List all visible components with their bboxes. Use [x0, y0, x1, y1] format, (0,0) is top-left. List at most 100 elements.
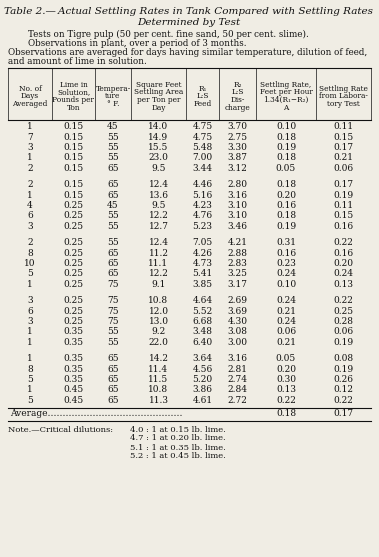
- Text: 65: 65: [107, 164, 119, 173]
- Text: 0.15: 0.15: [334, 212, 354, 221]
- Text: 0.24: 0.24: [276, 296, 296, 305]
- Text: 0.16: 0.16: [276, 248, 296, 257]
- Text: 0.45: 0.45: [63, 385, 84, 394]
- Text: tory Test: tory Test: [327, 100, 360, 108]
- Text: 3.64: 3.64: [193, 354, 213, 363]
- Text: Observations in plant, over a period of 3 months.: Observations in plant, over a period of …: [28, 39, 246, 48]
- Text: 5.1 : 1 at 0.35 lb. lime.: 5.1 : 1 at 0.35 lb. lime.: [130, 443, 226, 452]
- Text: 4: 4: [27, 201, 33, 210]
- Text: 9.1: 9.1: [151, 280, 166, 289]
- Text: Average………………………………………: Average………………………………………: [10, 409, 183, 418]
- Text: 14.0: 14.0: [149, 122, 169, 131]
- Text: 0.35: 0.35: [63, 328, 83, 336]
- Text: 12.2: 12.2: [149, 212, 168, 221]
- Text: Tests on Tigre pulp (50 per cent. fine sand, 50 per cent. slime).: Tests on Tigre pulp (50 per cent. fine s…: [28, 30, 309, 39]
- Text: 2: 2: [27, 180, 33, 189]
- Text: 0.31: 0.31: [276, 238, 296, 247]
- Text: 0.19: 0.19: [276, 143, 296, 152]
- Text: 14.2: 14.2: [149, 354, 169, 363]
- Text: Observations are averaged for days having similar temperature, dilution of feed,: Observations are averaged for days havin…: [8, 48, 367, 57]
- Text: 11.2: 11.2: [149, 248, 169, 257]
- Text: 55: 55: [107, 212, 119, 221]
- Text: 7: 7: [27, 133, 33, 141]
- Text: 11.1: 11.1: [149, 259, 169, 268]
- Text: 0.15: 0.15: [63, 190, 84, 199]
- Text: 0.15: 0.15: [63, 133, 84, 141]
- Text: 0.24: 0.24: [276, 317, 296, 326]
- Text: 13.6: 13.6: [149, 190, 169, 199]
- Text: 3.10: 3.10: [227, 201, 247, 210]
- Text: 4.76: 4.76: [193, 212, 213, 221]
- Text: 13.0: 13.0: [149, 317, 169, 326]
- Text: 2: 2: [27, 238, 33, 247]
- Text: 8: 8: [27, 364, 33, 374]
- Text: 0.15: 0.15: [63, 122, 84, 131]
- Text: 0.15: 0.15: [63, 164, 84, 173]
- Text: 3.85: 3.85: [193, 280, 213, 289]
- Text: 3: 3: [27, 222, 33, 231]
- Text: 3.70: 3.70: [227, 122, 247, 131]
- Text: 5.48: 5.48: [193, 143, 213, 152]
- Text: 0.16: 0.16: [334, 222, 354, 231]
- Text: 1: 1: [27, 328, 33, 336]
- Text: 65: 65: [107, 396, 119, 405]
- Text: 0.25: 0.25: [63, 248, 83, 257]
- Text: charge: charge: [225, 104, 251, 111]
- Text: 2.80: 2.80: [227, 180, 247, 189]
- Text: Lime in: Lime in: [60, 81, 88, 89]
- Text: R₁: R₁: [198, 85, 207, 93]
- Text: 0.19: 0.19: [334, 364, 354, 374]
- Text: 3.16: 3.16: [227, 190, 247, 199]
- Text: 2: 2: [27, 164, 33, 173]
- Text: Table 2.— Actual Settling Rates in Tank Compared with Settling Rates: Table 2.— Actual Settling Rates in Tank …: [5, 7, 373, 16]
- Text: 55: 55: [107, 143, 119, 152]
- Text: 2.88: 2.88: [227, 248, 247, 257]
- Text: 0.06: 0.06: [334, 328, 354, 336]
- Text: Ton: Ton: [67, 104, 80, 111]
- Text: 12.4: 12.4: [149, 238, 169, 247]
- Text: 9.2: 9.2: [151, 328, 166, 336]
- Text: 0.15: 0.15: [334, 133, 354, 141]
- Text: 0.25: 0.25: [63, 238, 83, 247]
- Text: 0.25: 0.25: [63, 306, 83, 315]
- Text: 0.05: 0.05: [276, 354, 296, 363]
- Text: 0.35: 0.35: [63, 364, 83, 374]
- Text: 0.17: 0.17: [334, 409, 354, 418]
- Text: 6: 6: [27, 212, 33, 221]
- Text: 2.75: 2.75: [227, 133, 247, 141]
- Text: 4.46: 4.46: [193, 180, 213, 189]
- Text: 2.72: 2.72: [227, 396, 247, 405]
- Text: Settling Rate,: Settling Rate,: [260, 81, 312, 89]
- Text: 0.20: 0.20: [276, 364, 296, 374]
- Text: 0.25: 0.25: [63, 222, 83, 231]
- Text: 0.22: 0.22: [276, 396, 296, 405]
- Text: 0.25: 0.25: [63, 270, 83, 278]
- Text: 22.0: 22.0: [149, 338, 168, 347]
- Text: 3: 3: [27, 143, 33, 152]
- Text: 55: 55: [107, 133, 119, 141]
- Text: 12.7: 12.7: [149, 222, 169, 231]
- Text: 65: 65: [107, 364, 119, 374]
- Text: 1: 1: [27, 385, 33, 394]
- Text: 3.10: 3.10: [227, 212, 247, 221]
- Text: 14.9: 14.9: [149, 133, 169, 141]
- Text: Settling Area: Settling Area: [134, 89, 183, 96]
- Text: 65: 65: [107, 248, 119, 257]
- Text: 4.21: 4.21: [227, 238, 247, 247]
- Text: 0.10: 0.10: [276, 280, 296, 289]
- Text: Settling Rate: Settling Rate: [319, 85, 368, 93]
- Text: and amount of lime in solution.: and amount of lime in solution.: [8, 57, 147, 66]
- Text: 55: 55: [107, 328, 119, 336]
- Text: 65: 65: [107, 190, 119, 199]
- Text: 3.08: 3.08: [227, 328, 247, 336]
- Text: 0.18: 0.18: [276, 180, 296, 189]
- Text: 0.20: 0.20: [334, 259, 354, 268]
- Text: per Ton per: per Ton per: [137, 96, 180, 104]
- Text: ° F.: ° F.: [107, 100, 119, 108]
- Text: 0.22: 0.22: [334, 396, 354, 405]
- Text: 4.0 : 1 at 0.15 lb. lime.: 4.0 : 1 at 0.15 lb. lime.: [130, 426, 226, 433]
- Text: 0.45: 0.45: [63, 396, 84, 405]
- Text: 3.87: 3.87: [227, 154, 247, 163]
- Text: R₂: R₂: [233, 81, 242, 89]
- Text: 1: 1: [27, 190, 33, 199]
